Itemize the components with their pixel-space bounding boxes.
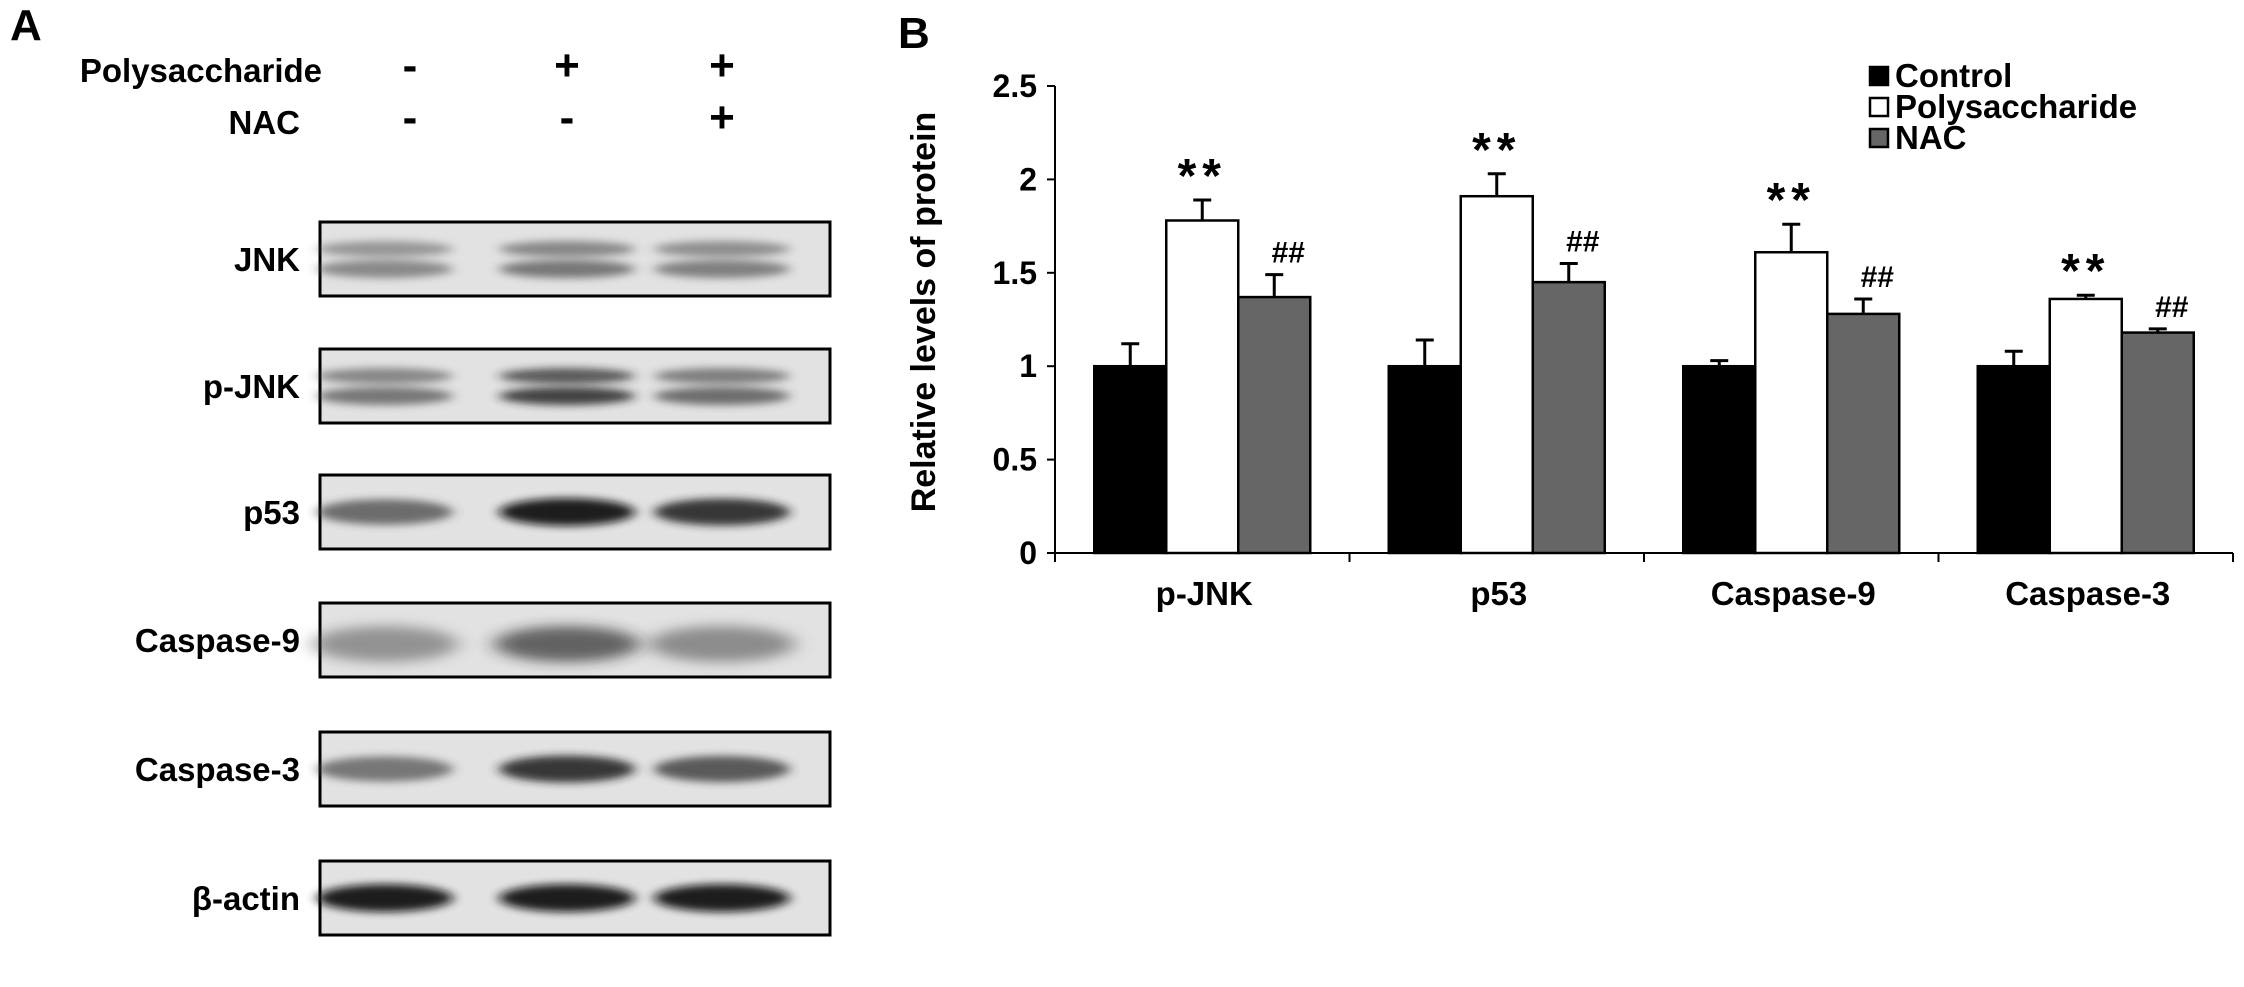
blot-strip: p-JNK [203,347,832,425]
blot-label: Caspase-3 [135,751,300,788]
significance-mark: ** [1767,174,1816,227]
blot-band [499,884,635,912]
blot-band [654,498,790,526]
bar [1165,219,1240,555]
blot-band [654,387,790,405]
treatment-label: NAC [229,104,301,141]
western-blot-panel: A Polysaccharide - + +NAC - - + JNKp-JNKp53Cas… [10,1,832,937]
treatment-label: Polysaccharide [80,52,322,89]
legend-label: Control [1895,57,2012,94]
blot-band [499,387,635,405]
significance-mark: ## [1272,237,1306,270]
y-axis-label: Relative levels of protein [905,112,943,513]
blot-band [317,387,453,405]
blot-strip: JNK [234,220,832,298]
bar [1237,295,1312,555]
blot-band [312,626,458,662]
y-tick-label: 1 [1019,348,1037,384]
blot-label: β-actin [192,880,300,917]
legend-label: Polysaccharide [1895,88,2137,125]
blot-strip: β-actin [192,859,832,937]
blot-band [654,241,790,257]
blot-strip: p53 [243,473,832,551]
treatment-mark: + [709,93,735,142]
blot-band [654,368,790,384]
blot-frame [318,347,832,425]
treatment-mark: + [709,41,735,90]
legend-swatch [1868,65,1890,87]
blot-band [494,626,640,662]
significance-mark: ** [2061,245,2110,298]
blot-label: Caspase-9 [135,622,300,659]
blot-band [654,755,790,783]
y-tick-label: 1.5 [993,255,1037,291]
bar [1754,251,1829,555]
bar [2120,331,2195,555]
treatment-mark: - [403,93,418,142]
bar [1826,312,1901,555]
plot-area: 0 0.5 1 1.5 2 2.5 p-JNK ** ## p53 ** ## Caspase-9 ** #… [993,68,2234,612]
blot-band [499,368,635,384]
blot-band [317,756,453,782]
significance-mark: ## [2155,291,2189,324]
legend-label: NAC [1895,119,1967,156]
panel-a-letter: A [10,1,42,50]
blot-band [317,884,453,912]
blot-band [317,260,453,278]
blot-label: p-JNK [203,368,300,405]
y-tick-label: 2 [1019,161,1037,197]
x-tick-label: p-JNK [1156,575,1253,612]
blot-strips: JNK p-JNK p53 Caspase-9 Caspase-3 β-actin [135,220,832,937]
treatment-mark: - [403,41,418,90]
blot-strip: Caspase-3 [135,730,832,808]
blot-band [654,884,790,912]
blot-band [499,241,635,257]
bar [1531,280,1606,555]
bar [1093,364,1168,555]
treatment-mark: + [554,41,580,90]
bar-chart-panel: B Relative levels of protein 0 0.5 1 1.5 2 2.… [898,9,2234,612]
significance-mark: ## [1861,261,1895,294]
blot-band [317,499,453,525]
blot-band [499,755,635,783]
bar [1459,194,1534,555]
significance-mark: ## [1566,225,1600,258]
blot-strip: Caspase-9 [135,601,832,679]
bar [2048,297,2123,555]
blot-band [317,241,453,257]
y-tick-label: 0 [1019,535,1037,571]
x-tick-label: p53 [1470,575,1527,612]
bar [1682,364,1757,555]
blot-band [499,498,635,526]
blot-band [499,260,635,278]
y-tick-label: 2.5 [993,68,1037,104]
x-tick-label: Caspase-9 [1711,575,1876,612]
blot-band [649,626,795,662]
significance-mark: ** [1472,124,1521,177]
blot-band [654,260,790,278]
bar [1387,364,1462,555]
panel-b-letter: B [898,9,930,58]
x-tick-label: Caspase-3 [2005,575,2170,612]
bar [1976,364,2051,555]
legend-swatch [1868,96,1890,118]
treatment-rows: Polysaccharide - + +NAC - - + [80,41,735,142]
blot-band [317,368,453,384]
blot-label: p53 [243,494,300,531]
treatment-mark: - [560,93,575,142]
legend-swatch [1868,127,1890,149]
blot-frame [318,220,832,298]
blot-label: JNK [234,241,300,278]
significance-mark: ** [1178,150,1227,203]
y-tick-label: 0.5 [993,442,1037,478]
